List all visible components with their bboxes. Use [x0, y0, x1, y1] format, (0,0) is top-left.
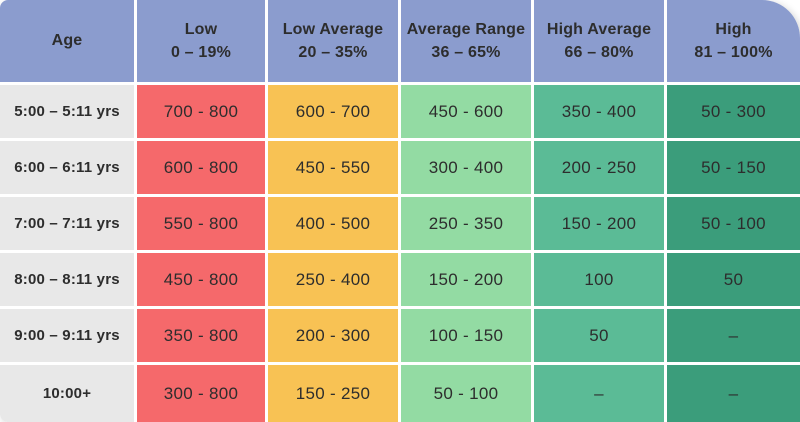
value-cell-low: 550 - 800	[137, 197, 265, 250]
value-cell-average-range: 150 - 200	[401, 253, 531, 306]
age-label: 6:00 – 6:11 yrs	[14, 159, 120, 176]
header-cell-low-average: Low Average 20 – 35%	[268, 0, 398, 82]
value: 400 - 500	[295, 213, 371, 233]
value-cell-high: –	[667, 309, 800, 362]
value: 100 - 150	[428, 325, 504, 345]
value-cell-low: 450 - 800	[137, 253, 265, 306]
value: 50	[723, 269, 744, 289]
value: 450 - 600	[428, 101, 504, 121]
value-cell-low: 600 - 800	[137, 141, 265, 194]
age-label: 5:00 – 5:11 yrs	[14, 103, 120, 120]
header-high-range: 81 – 100%	[694, 44, 773, 61]
value-cell-high-average: 200 - 250	[534, 141, 664, 194]
header-high-label: High	[715, 20, 752, 38]
age-cell: 8:00 – 8:11 yrs	[0, 253, 134, 306]
value: 150 - 200	[561, 213, 637, 233]
value-cell-low-average: 600 - 700	[268, 85, 398, 138]
value-cell-average-range: 50 - 100	[401, 365, 531, 422]
age-cell: 7:00 – 7:11 yrs	[0, 197, 134, 250]
age-label: 10:00+	[42, 385, 92, 402]
value-cell-low-average: 250 - 400	[268, 253, 398, 306]
value-cell-high: –	[667, 365, 800, 422]
age-cell: 10:00+	[0, 365, 134, 422]
value: 600 - 800	[163, 157, 239, 177]
value: 50 - 150	[701, 157, 766, 177]
value-cell-high-average: 350 - 400	[534, 85, 664, 138]
value: 600 - 700	[295, 101, 371, 121]
value-cell-high-average: –	[534, 365, 664, 422]
header-high-average-label: High Average	[546, 20, 652, 38]
value: 200 - 300	[295, 325, 371, 345]
header-cell-high: High 81 – 100%	[667, 0, 800, 82]
age-cell: 5:00 – 5:11 yrs	[0, 85, 134, 138]
age-label: 8:00 – 8:11 yrs	[14, 271, 120, 288]
value: 200 - 250	[561, 157, 637, 177]
age-cell: 9:00 – 9:11 yrs	[0, 309, 134, 362]
value-cell-low-average: 150 - 250	[268, 365, 398, 422]
value: 50 - 100	[701, 213, 766, 233]
value: 150 - 200	[428, 269, 504, 289]
value-cell-average-range: 250 - 350	[401, 197, 531, 250]
header-low-range: 0 – 19%	[170, 44, 232, 61]
value: 450 - 550	[295, 157, 371, 177]
value: 250 - 400	[295, 269, 371, 289]
value: 50 - 300	[701, 101, 766, 121]
value: 300 - 400	[428, 157, 504, 177]
header-cell-low: Low 0 – 19%	[137, 0, 265, 82]
value: 50 - 100	[433, 383, 499, 403]
value: –	[728, 383, 739, 403]
age-label: 9:00 – 9:11 yrs	[14, 327, 120, 344]
value-cell-high-average: 50	[534, 309, 664, 362]
header-high-average-range: 66 – 80%	[564, 44, 634, 61]
value: –	[594, 383, 604, 403]
value: 50	[589, 325, 609, 345]
value-cell-high: 50 - 300	[667, 85, 800, 138]
header-cell-average-range: Average Range 36 – 65%	[401, 0, 531, 82]
value: 450 - 800	[163, 269, 239, 289]
value-cell-low: 700 - 800	[137, 85, 265, 138]
age-label: 7:00 – 7:11 yrs	[14, 215, 120, 232]
value-cell-average-range: 100 - 150	[401, 309, 531, 362]
header-cell-age: Age	[0, 0, 134, 82]
value: 700 - 800	[163, 101, 239, 121]
value-cell-low-average: 450 - 550	[268, 141, 398, 194]
header-average-range-label: Average Range	[406, 20, 526, 38]
value-cell-high: 50 - 100	[667, 197, 800, 250]
value: 350 - 800	[163, 325, 239, 345]
value-cell-low-average: 400 - 500	[268, 197, 398, 250]
value: 300 - 800	[163, 383, 239, 403]
value: 250 - 350	[428, 213, 504, 233]
value: 550 - 800	[163, 213, 239, 233]
value-cell-low: 300 - 800	[137, 365, 265, 422]
header-low-average-label: Low Average	[282, 20, 384, 38]
header-low-average-range: 20 – 35%	[298, 44, 368, 61]
header-age-label: Age	[51, 32, 83, 50]
value-cell-average-range: 300 - 400	[401, 141, 531, 194]
value-cell-low: 350 - 800	[137, 309, 265, 362]
value: –	[728, 325, 739, 345]
value: 150 - 250	[295, 383, 371, 403]
value-cell-high-average: 150 - 200	[534, 197, 664, 250]
header-low-label: Low	[184, 20, 218, 38]
value-cell-average-range: 450 - 600	[401, 85, 531, 138]
header-cell-high-average: High Average 66 – 80%	[534, 0, 664, 82]
value-cell-high-average: 100	[534, 253, 664, 306]
value: 100	[584, 269, 614, 289]
age-cell: 6:00 – 6:11 yrs	[0, 141, 134, 194]
header-average-range-range: 36 – 65%	[431, 44, 501, 61]
value: 350 - 400	[561, 101, 637, 121]
value-cell-high: 50	[667, 253, 800, 306]
value-cell-low-average: 200 - 300	[268, 309, 398, 362]
value-cell-high: 50 - 150	[667, 141, 800, 194]
